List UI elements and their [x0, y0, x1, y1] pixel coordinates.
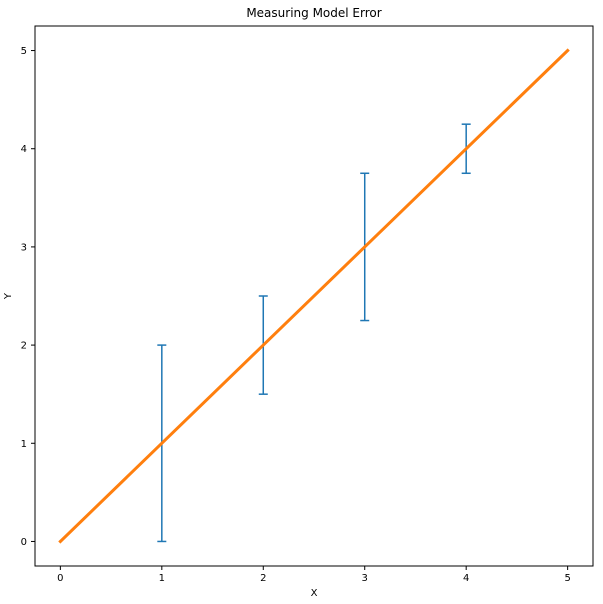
y-tick-label: 5	[21, 46, 27, 57]
x-tick-label: 3	[362, 573, 368, 584]
y-axis-ticks: 0 1 2 3 4 5	[21, 46, 35, 548]
plot-area-frame	[34, 25, 594, 567]
model-line-group	[58, 48, 570, 544]
y-tick-label: 0	[21, 537, 27, 548]
y-tick-label: 1	[21, 439, 27, 450]
y-axis-label: Y	[3, 292, 14, 300]
chart-title: Measuring Model Error	[246, 6, 381, 20]
y-tick-label: 2	[21, 341, 27, 352]
x-axis-ticks: 0 1 2 3 4 5	[57, 566, 571, 584]
y-tick-label: 3	[21, 242, 27, 253]
x-axis-label: X	[311, 588, 318, 599]
x-tick-label: 1	[159, 573, 165, 584]
x-tick-label: 2	[260, 573, 266, 584]
y-tick-label: 4	[21, 144, 27, 155]
x-tick-label: 0	[57, 573, 63, 584]
x-tick-label: 4	[463, 573, 469, 584]
x-tick-label: 5	[564, 573, 570, 584]
model-line	[58, 48, 570, 544]
